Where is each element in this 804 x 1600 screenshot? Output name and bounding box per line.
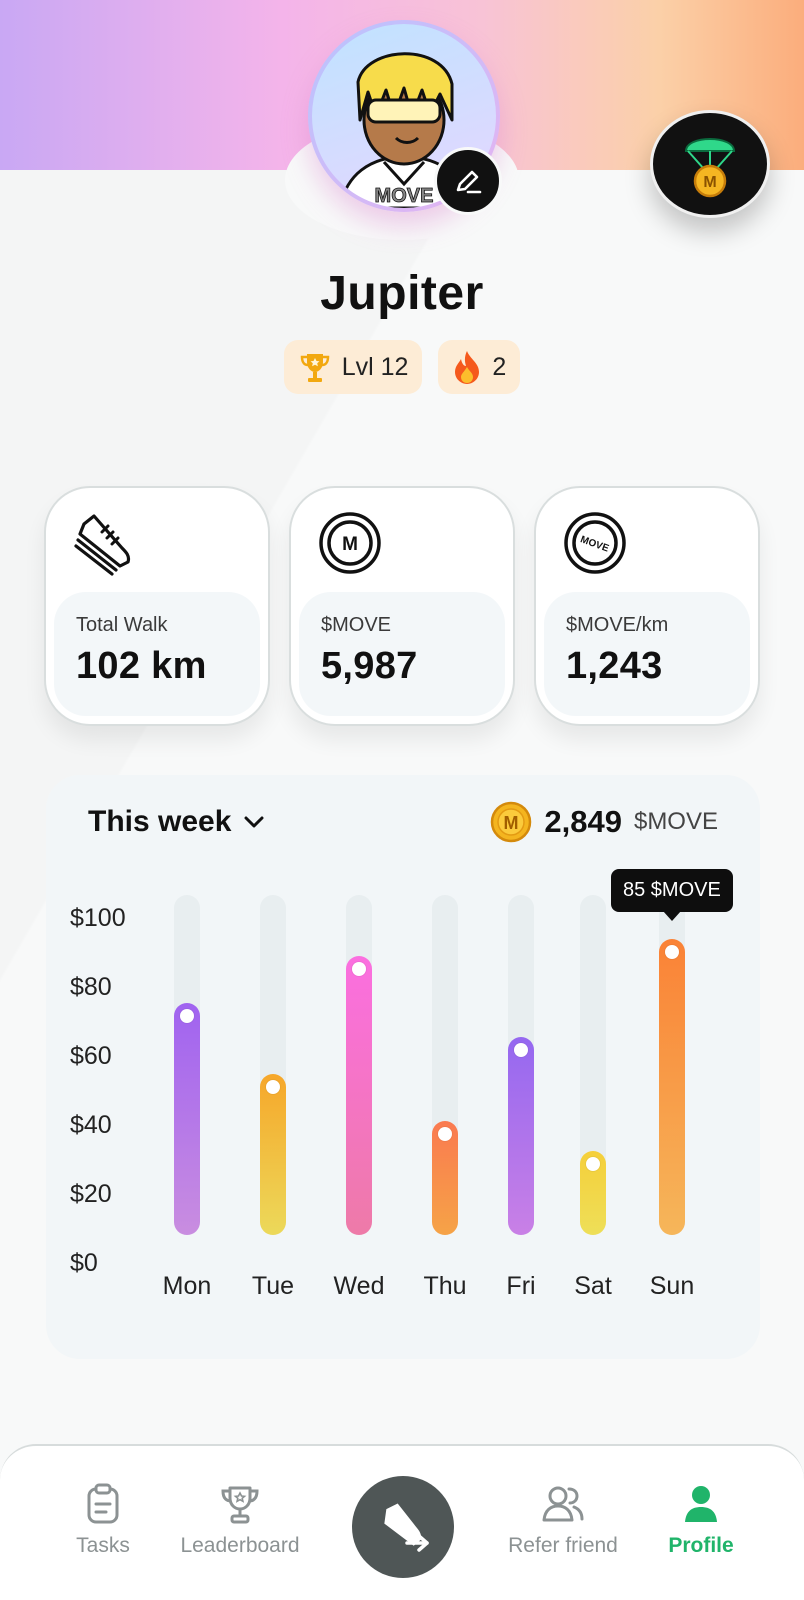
stat-inner: $MOVE/km 1,243 bbox=[544, 592, 750, 716]
stat-value: 102 km bbox=[76, 645, 207, 687]
nav-tasks-label: Tasks bbox=[76, 1534, 130, 1557]
stat-card-move: M $MOVE 5,987 bbox=[289, 486, 515, 726]
coin-letter: M bbox=[504, 813, 519, 833]
y-axis-tick-label: $80 bbox=[70, 973, 112, 1001]
stat-inner: Total Walk 102 km bbox=[54, 592, 260, 716]
bar-wed[interactable] bbox=[346, 955, 372, 1235]
stat-card-total-walk: Total Walk 102 km bbox=[44, 486, 270, 726]
nav-tasks[interactable]: Tasks bbox=[18, 1482, 188, 1558]
move-coin-icon: M bbox=[491, 801, 532, 843]
bar-tooltip: 85 $MOVE bbox=[611, 868, 733, 921]
weekly-total-unit: $MOVE bbox=[633, 808, 718, 835]
user-icon bbox=[685, 1486, 717, 1522]
pencil-icon bbox=[456, 170, 482, 194]
nav-refer-friend[interactable]: Refer friend bbox=[478, 1482, 648, 1558]
bar-value-marker bbox=[514, 1042, 528, 1057]
bar-tue[interactable] bbox=[260, 1073, 286, 1235]
x-axis-label: Sat bbox=[574, 1272, 612, 1300]
users-icon bbox=[542, 1486, 584, 1522]
bar-value-marker bbox=[266, 1079, 280, 1094]
weekly-earnings-card: This week M 2,849 $MOVE $100 $80 $60 $40 $20… bbox=[46, 775, 760, 1359]
edit-profile-button[interactable] bbox=[434, 147, 502, 215]
trophy-icon bbox=[221, 1486, 259, 1524]
weekly-total: M 2,849 $MOVE bbox=[490, 801, 718, 843]
start-walk-button[interactable] bbox=[352, 1476, 454, 1578]
x-axis-label: Tue bbox=[251, 1272, 295, 1300]
level-label: Lvl 12 bbox=[341, 352, 409, 381]
period-label: This week bbox=[88, 805, 232, 838]
y-axis-tick-label: $40 bbox=[70, 1111, 112, 1139]
stat-label: $MOVE/km bbox=[566, 614, 669, 636]
parachute-coin-icon: M bbox=[684, 138, 736, 198]
fire-icon bbox=[455, 351, 480, 384]
bar-value-marker bbox=[586, 1156, 600, 1171]
y-axis-tick-label: $0 bbox=[70, 1249, 98, 1277]
bar-mon[interactable] bbox=[174, 1002, 200, 1235]
nav-profile-label: Profile bbox=[668, 1534, 734, 1557]
avatar[interactable]: MOVE bbox=[308, 20, 500, 212]
avatar-shirt-text: MOVE bbox=[375, 185, 434, 207]
bar-value-marker bbox=[438, 1126, 452, 1141]
clipboard-icon bbox=[87, 1483, 119, 1524]
nav-profile[interactable]: Profile bbox=[616, 1482, 786, 1558]
move-badge-text: MOVE bbox=[579, 534, 611, 555]
stat-value: 1,243 bbox=[566, 645, 663, 687]
streak-count: 2 bbox=[492, 352, 507, 381]
nav-leaderboard-label: Leaderboard bbox=[180, 1534, 300, 1557]
y-axis-tick-label: $20 bbox=[70, 1180, 112, 1208]
profile-chips: Lvl 12 2 bbox=[0, 340, 804, 394]
x-axis-label: Sun bbox=[649, 1272, 695, 1300]
x-axis-label: Thu bbox=[423, 1272, 467, 1300]
level-chip: Lvl 12 bbox=[283, 340, 423, 394]
stats-row: Total Walk 102 km M $MOVE 5,987 MOVE $MO… bbox=[44, 486, 760, 726]
period-dropdown[interactable]: This week bbox=[88, 805, 265, 839]
bar-fri[interactable] bbox=[508, 1036, 534, 1235]
stat-label: Total Walk bbox=[76, 614, 168, 636]
bar-sun[interactable] bbox=[659, 938, 685, 1235]
avatar-illustration: MOVE bbox=[338, 52, 472, 208]
move-coin-icon: M bbox=[319, 512, 381, 574]
y-axis-tick-label: $100 bbox=[70, 904, 126, 932]
x-axis-label: Mon bbox=[162, 1272, 212, 1300]
stat-card-move-per-km: MOVE $MOVE/km 1,243 bbox=[534, 486, 760, 726]
bar-value-marker bbox=[665, 944, 679, 959]
y-axis-tick-label: $60 bbox=[70, 1042, 112, 1070]
x-axis-label: Fri bbox=[506, 1272, 536, 1300]
trophy-icon bbox=[300, 354, 329, 382]
svg-text:M: M bbox=[703, 174, 716, 191]
bottom-navigation: Tasks Leaderboard Refer friend bbox=[0, 1444, 804, 1600]
move-coin-letter: M bbox=[342, 534, 358, 555]
running-shoe-icon bbox=[384, 1503, 429, 1552]
profile-name: Jupiter bbox=[320, 267, 484, 320]
weekly-total-value: 2,849 bbox=[544, 804, 622, 839]
stat-inner: $MOVE 5,987 bbox=[299, 592, 505, 716]
x-axis-label: Wed bbox=[333, 1272, 385, 1300]
shoe-icon bbox=[74, 514, 131, 576]
chevron-down-icon bbox=[244, 816, 264, 828]
airdrop-button[interactable]: M bbox=[650, 110, 770, 218]
bar-value-marker bbox=[180, 1008, 194, 1023]
streak-chip: 2 bbox=[438, 340, 521, 394]
stat-label: $MOVE bbox=[321, 614, 392, 636]
bar-value-marker bbox=[352, 961, 366, 976]
nav-refer-label: Refer friend bbox=[508, 1534, 618, 1557]
move-badge-icon: MOVE bbox=[564, 512, 626, 574]
stat-value: 5,987 bbox=[321, 645, 418, 687]
nav-leaderboard[interactable]: Leaderboard bbox=[155, 1482, 325, 1558]
